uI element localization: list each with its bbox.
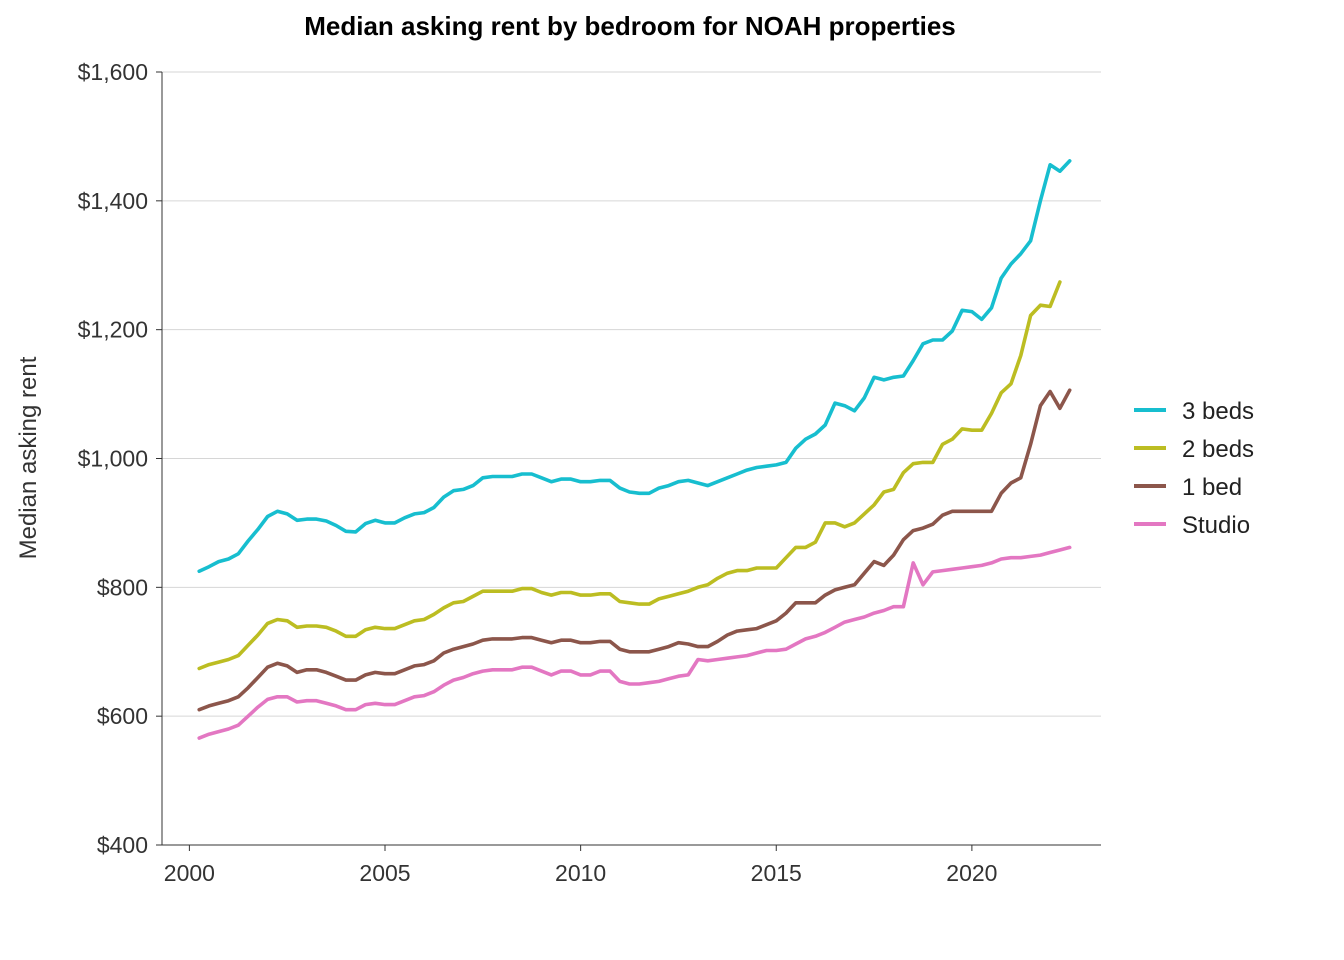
y-tick-label: $800 (97, 574, 148, 600)
x-tick-label: 2010 (555, 860, 606, 886)
series-line-1-bed (197, 388, 1072, 712)
chart-title: Median asking rent by bedroom for NOAH p… (304, 11, 956, 41)
y-tick-label: $600 (97, 703, 148, 729)
x-tick-label: 2020 (946, 860, 997, 886)
series-lines (197, 159, 1072, 740)
series-line-studio (197, 545, 1072, 740)
gridlines (162, 71, 1101, 717)
y-tick-label: $400 (97, 832, 148, 858)
legend-label-3-beds: 3 beds (1182, 398, 1254, 425)
x-axis-ticks: 2000 2005 2010 2015 2020 (164, 845, 997, 886)
series-line-3-beds (197, 159, 1072, 573)
x-tick-label: 2005 (359, 860, 410, 886)
y-tick-label: $1,400 (78, 188, 148, 214)
x-tick-label: 2015 (751, 860, 802, 886)
series-line-2-beds (197, 280, 1062, 671)
y-axis-ticks: $400 $600 $800 $1,000 $1,200 $1,400 $1,600 (78, 59, 162, 858)
y-tick-label: $1,600 (78, 59, 148, 85)
y-axis-title: Median asking rent (15, 356, 42, 559)
y-tick-label: $1,000 (78, 446, 148, 472)
x-tick-label: 2000 (164, 860, 215, 886)
legend-label-studio: Studio (1182, 512, 1250, 539)
legend: 3 beds 2 beds 1 bed Studio (1134, 398, 1254, 539)
legend-label-2-beds: 2 beds (1182, 436, 1254, 463)
legend-label-1-bed: 1 bed (1182, 474, 1242, 501)
y-tick-label: $1,200 (78, 317, 148, 343)
